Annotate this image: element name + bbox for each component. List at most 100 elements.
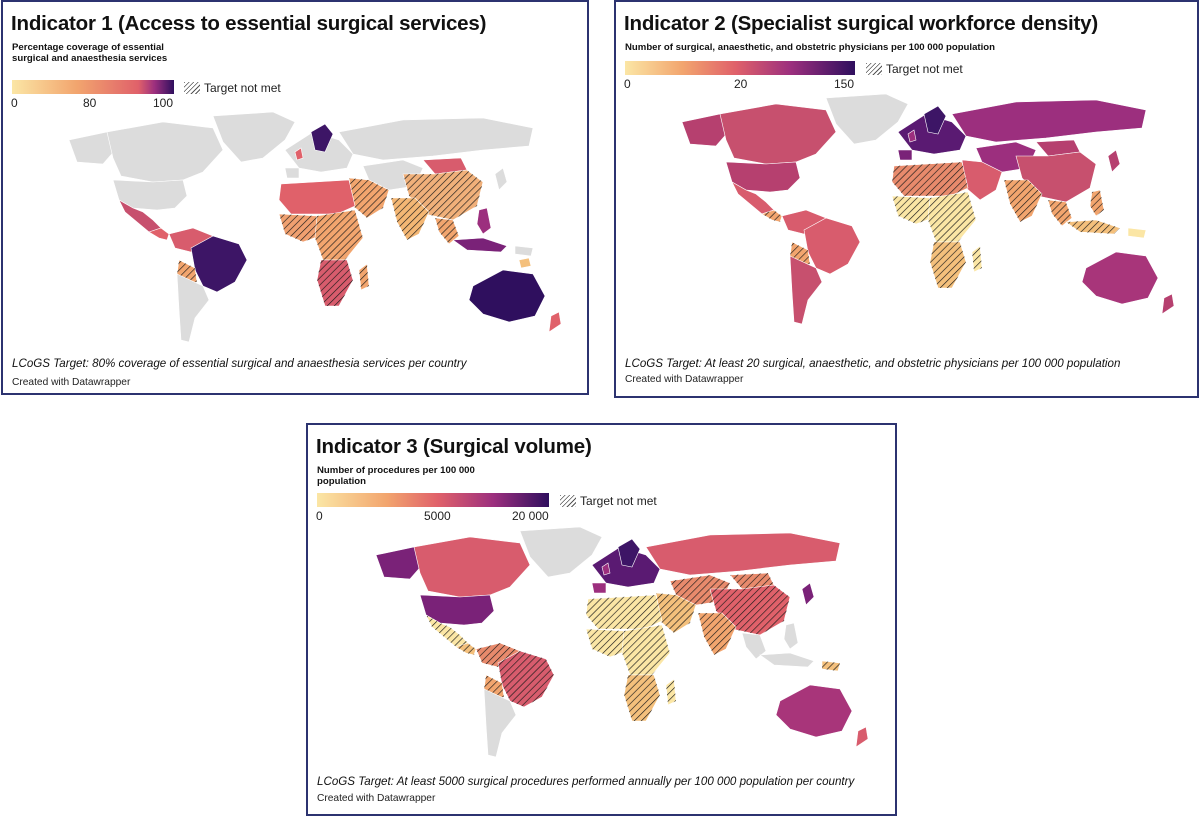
region-japan <box>801 582 815 606</box>
panel-title: Indicator 3 (Surgical volume) <box>316 435 592 458</box>
region-madagascar-hatch <box>972 246 982 272</box>
region-papua <box>514 245 534 257</box>
legend-tick: 0 <box>11 96 18 110</box>
legend-tick: 150 <box>834 77 855 91</box>
region-new-zealand <box>548 311 562 333</box>
region-russia <box>951 99 1147 143</box>
region-central-america <box>148 227 170 241</box>
region-pacific-islands <box>518 257 532 269</box>
region-madagascar-hatch <box>359 264 369 290</box>
region-india-hatch <box>391 198 429 240</box>
region-southern-cone <box>176 273 210 343</box>
region-mexico-hatch <box>426 615 468 647</box>
region-iberia <box>284 167 300 179</box>
region-philippines-hatch <box>1090 190 1104 216</box>
legend-title: Percentage coverage of essential surgica… <box>12 42 168 64</box>
region-uk <box>601 562 611 576</box>
region-north-africa-hatch <box>892 162 968 196</box>
region-japan <box>1107 149 1121 173</box>
color-scale-bar <box>625 61 855 75</box>
indicator-1-panel: Indicator 1 (Access to essential surgica… <box>1 0 589 395</box>
region-indonesia-hatch <box>1066 220 1120 234</box>
indicator-3-panel: Indicator 3 (Surgical volume) Number of … <box>306 423 897 816</box>
world-choropleth-map <box>68 111 562 343</box>
legend-tick: 20 <box>734 77 748 91</box>
region-uk <box>907 129 917 143</box>
legend-tick: 80 <box>83 96 97 110</box>
region-mongolia-hatch <box>730 573 774 589</box>
color-scale-bar <box>12 80 174 94</box>
region-alaska <box>68 131 118 165</box>
target-note: LCoGS Target: At least 20 surgical, anae… <box>625 357 1121 370</box>
legend-tick: 5000 <box>424 509 451 523</box>
legend-title: Number of procedures per 100 000 populat… <box>317 465 475 487</box>
region-central-america-hatch <box>762 210 782 222</box>
legend-hatch-label: Target not met <box>204 81 281 95</box>
legend-tick: 0 <box>316 509 323 523</box>
region-central-africa-hatch <box>315 210 363 260</box>
region-scandinavia <box>310 123 334 153</box>
legend-tick: 0 <box>624 77 631 91</box>
region-central-africa-hatch <box>622 625 670 675</box>
region-canada <box>719 103 837 165</box>
region-new-zealand <box>1161 293 1175 315</box>
datawrapper-credit: Created with Datawrapper <box>625 374 744 385</box>
hatch-swatch-icon <box>866 63 882 75</box>
region-canada <box>106 121 224 183</box>
color-scale-bar <box>317 493 549 507</box>
hatch-swatch-icon <box>560 495 576 507</box>
region-india-hatch <box>1004 180 1042 222</box>
region-southeast-asia-hatch <box>1048 200 1072 226</box>
hatch-swatch-icon <box>184 82 200 94</box>
region-greenland <box>825 93 909 145</box>
region-alaska <box>681 113 731 147</box>
region-australia <box>1081 251 1159 305</box>
region-new-zealand <box>855 726 869 748</box>
target-note: LCoGS Target: At least 5000 surgical pro… <box>317 775 855 788</box>
region-west-africa-hatch <box>892 196 938 224</box>
panel-title: Indicator 1 (Access to essential surgica… <box>11 12 487 35</box>
panel-title: Indicator 2 (Specialist surgical workfor… <box>624 12 1098 35</box>
region-india-hatch <box>698 613 736 655</box>
region-north-africa <box>278 179 356 215</box>
world-choropleth-map <box>375 526 869 758</box>
region-scandinavia <box>617 538 641 568</box>
legend-tick: 20 000 <box>512 509 549 523</box>
datawrapper-credit: Created with Datawrapper <box>317 793 436 804</box>
region-indonesia <box>452 237 508 253</box>
legend-hatch-label: Target not met <box>886 62 963 76</box>
region-middle-east-hatch <box>349 178 389 218</box>
world-choropleth-map <box>681 93 1175 325</box>
region-indonesia <box>759 652 815 668</box>
region-philippines <box>783 622 799 650</box>
region-russia <box>645 532 841 576</box>
target-note: LCoGS Target: 80% coverage of essential … <box>12 357 467 370</box>
region-philippines <box>476 207 492 235</box>
region-central-africa-hatch <box>928 192 976 242</box>
region-canada <box>413 536 531 598</box>
region-iberia <box>591 582 607 594</box>
region-scandinavia <box>923 105 947 135</box>
region-australia <box>775 684 853 738</box>
region-brazil <box>803 217 861 275</box>
region-central-america-hatch <box>456 643 476 655</box>
region-southern-cone <box>789 255 823 325</box>
region-southern-africa-hatch <box>317 260 353 306</box>
region-southern-africa-hatch <box>930 242 966 288</box>
region-southern-cone <box>483 688 517 758</box>
region-north-africa-hatch <box>586 595 662 629</box>
region-russia <box>338 117 534 161</box>
legend-hatch-label: Target not met <box>580 494 657 508</box>
datawrapper-credit: Created with Datawrapper <box>12 377 131 388</box>
region-brazil-hatch <box>498 651 554 707</box>
region-papua <box>1127 227 1147 239</box>
region-greenland <box>212 111 296 163</box>
indicator-2-panel: Indicator 2 (Specialist surgical workfor… <box>614 0 1199 398</box>
region-brazil <box>190 235 248 293</box>
region-greenland <box>519 526 603 578</box>
region-japan <box>494 167 508 191</box>
region-west-africa-hatch <box>586 629 632 657</box>
region-papua-hatch <box>822 661 840 671</box>
region-madagascar-hatch <box>666 679 676 705</box>
region-iberia <box>897 149 913 161</box>
